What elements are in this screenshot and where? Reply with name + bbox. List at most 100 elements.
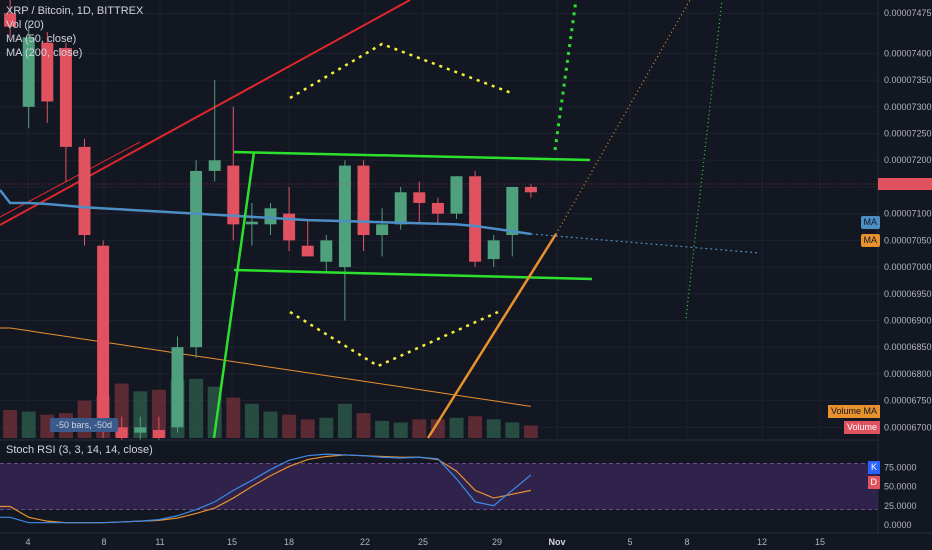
ma-orange-tag: MA: [860, 234, 880, 247]
candle-body: [134, 427, 147, 433]
time-tick-label: 4: [25, 537, 30, 547]
orange-support-line: [426, 233, 558, 439]
ma200-label: MA (200, close): [6, 47, 83, 59]
time-tick-label: 25: [418, 537, 428, 547]
time-tick-label: 18: [284, 537, 294, 547]
symbol-title: XRP / Bitcoin, 1D, BITTREX: [6, 5, 144, 17]
rsi-tick-label: 0.0000: [884, 520, 912, 530]
volume-bar: [189, 378, 204, 438]
rsi-tick-label: 75.0000: [884, 462, 917, 472]
rsi-band: [0, 463, 878, 510]
volume-bar: [356, 413, 371, 438]
time-tick-label: 11: [155, 537, 164, 547]
volume-bar: [505, 422, 520, 438]
candle-body: [171, 347, 184, 428]
price-tick-label: 0.00006700: [884, 422, 932, 432]
price-tick-label: 0.00007350: [884, 75, 932, 85]
volume-bar: [244, 403, 259, 438]
volume-bar: [393, 422, 408, 438]
candle-body: [376, 224, 389, 236]
red-trendline-inner: [0, 141, 141, 218]
time-tick-label: 8: [101, 537, 106, 547]
channel-left: [212, 151, 256, 439]
candle-body: [22, 37, 35, 107]
channel-bottom: [233, 268, 593, 281]
candle-body: [245, 221, 258, 225]
ma50-line: [0, 327, 531, 407]
green-dotted-far: [685, 0, 723, 319]
candle-body: [190, 170, 203, 348]
candle-body: [208, 160, 221, 171]
last-price-tag: [878, 178, 932, 190]
candle-body: [338, 165, 351, 268]
yellow-bottom-arc: [289, 310, 499, 368]
price-tick-label: 0.00006750: [884, 396, 932, 406]
candle-body: [413, 192, 426, 203]
stoch-rsi-label: Stoch RSI (3, 3, 14, 14, close): [6, 444, 153, 456]
ma200-projection: [530, 233, 761, 254]
time-tick-label: 12: [757, 537, 767, 547]
time-tick-label: 5: [627, 537, 632, 547]
chart-legend: XRP / Bitcoin, 1D, BITTREX Vol (20) MA (…: [6, 4, 143, 60]
volume-bar: [430, 419, 445, 438]
price-tick-label: 0.00007400: [884, 48, 932, 58]
time-tick-label: 15: [815, 537, 825, 547]
candle-body: [78, 146, 91, 236]
volume-bar: [486, 419, 501, 438]
candle-body: [431, 202, 444, 214]
candle-body: [524, 186, 537, 193]
volume-bar: [226, 397, 241, 438]
rsi-tick-label: 50.0000: [884, 482, 917, 492]
candle-body: [4, 13, 17, 27]
candle-body: [450, 176, 463, 214]
price-tick-label: 0.00007200: [884, 155, 932, 165]
rsi-k-tag: K: [867, 461, 880, 474]
price-tick-label: 0.00007475: [884, 8, 932, 18]
volume-bar: [300, 419, 315, 438]
price-tick-label: 0.00006900: [884, 315, 932, 325]
candle-body: [506, 186, 519, 236]
price-tick-label: 0.00007300: [884, 102, 932, 112]
candle-body: [115, 427, 128, 438]
volume-bar: [375, 420, 390, 438]
orange-projection: [555, 0, 691, 235]
volume-bar: [468, 416, 483, 438]
ma50-label: MA (50, close): [6, 33, 77, 45]
candle-body: [320, 240, 333, 262]
vol-label: Vol (20): [6, 19, 44, 31]
volume-bar: [282, 414, 297, 438]
volume-ma-tag: Volume MA: [827, 405, 880, 418]
price-tick-label: 0.00007000: [884, 262, 932, 272]
ma-blue-tag: MA: [860, 216, 880, 229]
volume-tag: Volume: [843, 421, 880, 434]
volume-bar: [114, 383, 129, 438]
time-tick-label: 29: [492, 537, 502, 547]
price-tick-label: 0.00007050: [884, 235, 932, 245]
yellow-top-arc: [289, 42, 515, 100]
price-tick-label: 0.00007100: [884, 209, 932, 219]
price-axis-panel: [878, 0, 932, 550]
volume-bar: [449, 417, 464, 438]
candle-body: [394, 192, 407, 225]
red-trendline: [0, 0, 411, 226]
volume-bar: [21, 411, 36, 438]
candle-body: [264, 208, 277, 225]
volume-bar: [133, 391, 148, 438]
candle-body: [487, 240, 500, 260]
volume-bar: [3, 410, 18, 438]
volume-bar: [151, 389, 166, 438]
price-tick-label: 0.00007250: [884, 129, 932, 139]
rsi-tick-label: 25.0000: [884, 501, 917, 511]
channel-top: [233, 150, 591, 162]
price-tick-label: 0.00006950: [884, 289, 932, 299]
candle-body: [152, 429, 165, 438]
price-tick-label: 0.00006850: [884, 342, 932, 352]
candle-body: [59, 48, 72, 147]
candle-body: [357, 165, 370, 236]
candle-body: [301, 245, 314, 257]
time-tick-label: 15: [227, 537, 237, 547]
green-dotted-projection: [553, 0, 578, 151]
volume-bar: [337, 403, 352, 438]
stoch-k-line: [0, 453, 532, 524]
